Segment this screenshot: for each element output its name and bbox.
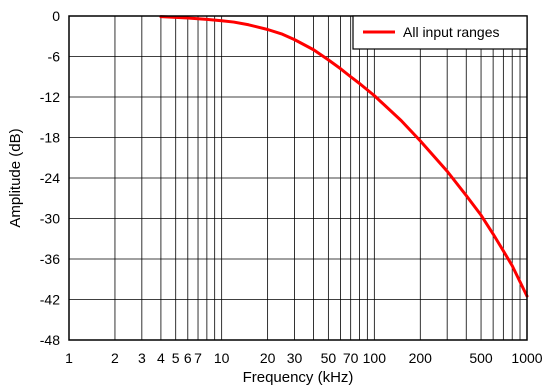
x-tick-label: 1000 <box>511 350 542 366</box>
x-tick-label: 200 <box>409 350 433 366</box>
y-tick-label: -36 <box>40 251 60 267</box>
x-tick-label: 2 <box>111 350 119 366</box>
x-tick-label: 7 <box>194 350 202 366</box>
x-tick-label: 100 <box>363 350 387 366</box>
x-tick-label: 70 <box>343 350 359 366</box>
x-axis-tick-labels: 1 2 3 4 5 6 7 10 20 30 50 70 100 200 500 1000 <box>65 350 543 366</box>
y-tick-label: 0 <box>52 8 60 24</box>
y-axis-tick-labels: 0 -6 -12 -18 -24 -30 -36 -42 -48 <box>40 8 60 348</box>
x-tick-label: 3 <box>138 350 146 366</box>
y-tick-label: -30 <box>40 211 60 227</box>
legend-label-all-input-ranges: All input ranges <box>403 24 500 40</box>
x-tick-label: 4 <box>157 350 165 366</box>
y-tick-label: -48 <box>40 332 60 348</box>
x-tick-label: 20 <box>260 350 276 366</box>
y-tick-label: -12 <box>40 89 60 105</box>
y-tick-label: -18 <box>40 130 60 146</box>
x-tick-label: 6 <box>184 350 192 366</box>
y-tick-label: -6 <box>48 49 61 65</box>
x-tick-label: 1 <box>65 350 73 366</box>
x-tick-label: 500 <box>469 350 493 366</box>
x-tick-label: 10 <box>214 350 230 366</box>
y-tick-label: -42 <box>40 292 60 308</box>
y-tick-label: -24 <box>40 170 60 186</box>
x-tick-label: 50 <box>321 350 337 366</box>
plot-frame <box>68 15 528 341</box>
series-line-all-input-ranges <box>159 15 529 298</box>
legend: All input ranges <box>352 15 528 50</box>
x-axis-title: Frequency (kHz) <box>243 369 354 386</box>
y-axis-title: Amplitude (dB) <box>7 128 24 227</box>
series-lines <box>159 15 529 298</box>
x-tick-label: 5 <box>172 350 180 366</box>
x-tick-label: 30 <box>287 350 303 366</box>
grid <box>69 16 527 340</box>
